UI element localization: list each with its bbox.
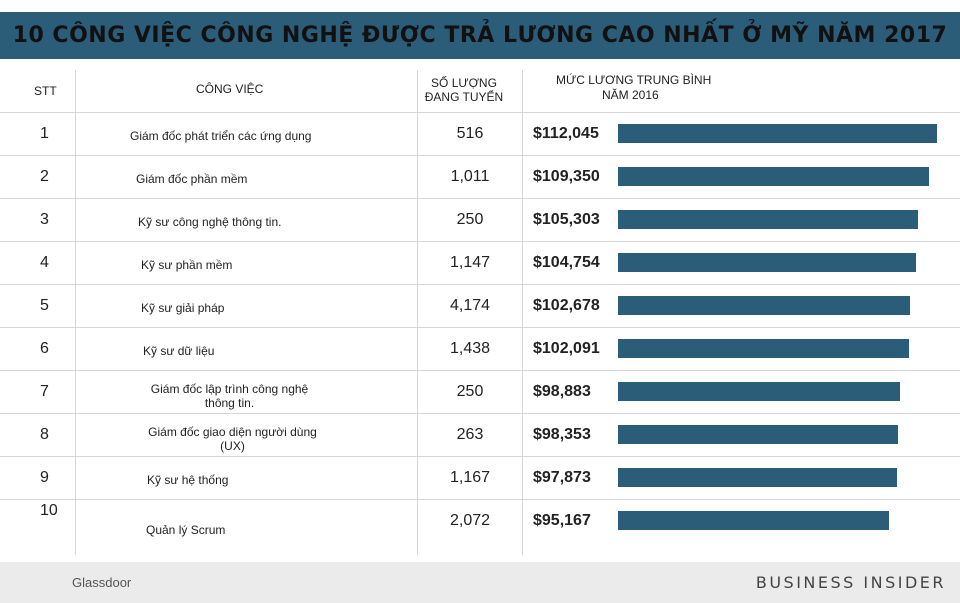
row-openings: 1,147 xyxy=(449,254,491,271)
salary-bar xyxy=(618,425,898,444)
row-job-title: Quản lý Scrum xyxy=(146,523,226,537)
title-bar: 10 CÔNG VIỆC CÔNG NGHỆ ĐƯỢC TRẢ LƯƠNG CA… xyxy=(0,12,960,59)
header-stt: STT xyxy=(34,84,57,98)
table-row: 1 Giám đốc phát triển các ứng dụng 516 $112… xyxy=(0,112,960,156)
row-rank: 9 xyxy=(40,469,49,486)
header-openings: SỐ LƯỢNG ĐANG TUYỂN xyxy=(420,76,508,104)
header-openings-line2: ĐANG TUYỂN xyxy=(424,90,504,104)
table-row: 6 Kỹ sư dữ liệu 1,438 $102,091 xyxy=(0,327,960,371)
row-openings: 2,072 xyxy=(449,512,491,529)
column-divider xyxy=(75,70,76,555)
row-job-title: Giám đốc phần mềm xyxy=(136,172,248,186)
table-row: 8 Giám đốc giao diện người dùng (UX) 263 $9… xyxy=(0,413,960,457)
row-job-title: Giám đốc phát triển các ứng dụng xyxy=(130,129,312,143)
header-salary: MỨC LƯƠNG TRUNG BÌNH NĂM 2016 xyxy=(556,73,756,103)
row-openings: 250 xyxy=(456,383,484,400)
salary-bar xyxy=(618,339,909,358)
table-row: 7 Giám đốc lập trình công nghệ thông tin.… xyxy=(0,370,960,414)
header-openings-line1: SỐ LƯỢNG xyxy=(431,76,497,90)
row-rank: 10 xyxy=(40,502,58,519)
table-row: 10 Quản lý Scrum 2,072 $95,167 xyxy=(0,499,960,543)
row-job-title: Giám đốc giao diện người dùng (UX) xyxy=(148,425,317,453)
row-rank: 4 xyxy=(40,254,49,271)
row-openings: 1,438 xyxy=(449,340,491,357)
salary-bar xyxy=(618,511,889,530)
chart-title: 10 CÔNG VIỆC CÔNG NGHỆ ĐƯỢC TRẢ LƯƠNG CA… xyxy=(12,23,948,48)
salary-bar xyxy=(618,296,910,315)
row-salary-label: $97,873 xyxy=(533,469,591,486)
row-openings: 250 xyxy=(456,211,484,228)
row-salary-label: $105,303 xyxy=(533,211,600,228)
header-salary-line1: MỨC LƯƠNG TRUNG BÌNH xyxy=(556,73,712,87)
row-rank: 3 xyxy=(40,211,49,228)
table-row: 9 Kỹ sư hệ thống 1,167 $97,873 xyxy=(0,456,960,500)
row-rank: 8 xyxy=(40,426,49,443)
row-job-title: Kỹ sư hệ thống xyxy=(147,473,229,487)
column-divider xyxy=(522,70,523,555)
row-openings: 1,167 xyxy=(449,469,491,486)
row-openings: 516 xyxy=(456,125,484,142)
row-salary-label: $102,091 xyxy=(533,340,600,357)
table-row: 3 Kỹ sư công nghệ thông tin. 250 $105,303 xyxy=(0,198,960,242)
row-salary-label: $112,045 xyxy=(533,125,599,142)
row-salary-label: $98,883 xyxy=(533,383,591,400)
table-row: 4 Kỹ sư phần mềm 1,147 $104,754 xyxy=(0,241,960,285)
footer: Glassdoor BUSINESS INSIDER xyxy=(0,562,960,603)
row-rank: 7 xyxy=(40,383,49,400)
row-salary-label: $109,350 xyxy=(533,168,600,185)
row-salary-label: $95,167 xyxy=(533,512,591,529)
table-row: 2 Giám đốc phần mềm 1,011 $109,350 xyxy=(0,155,960,199)
header-salary-line2: NĂM 2016 xyxy=(602,88,659,102)
row-rank: 5 xyxy=(40,297,49,314)
row-rank: 2 xyxy=(40,168,49,185)
brand-logo: BUSINESS INSIDER xyxy=(755,573,946,592)
row-job-title: Kỹ sư phần mềm xyxy=(141,258,233,272)
row-job-title: Kỹ sư giải pháp xyxy=(141,301,225,315)
salary-bar xyxy=(618,382,900,401)
row-job-title: Kỹ sư công nghệ thông tin. xyxy=(138,215,282,229)
salary-bar xyxy=(618,167,929,186)
row-salary-label: $102,678 xyxy=(533,297,600,314)
header-job: CÔNG VIỆC xyxy=(196,82,264,96)
table-row: 5 Kỹ sư giải pháp 4,174 $102,678 xyxy=(0,284,960,328)
salary-bar xyxy=(618,210,918,229)
row-openings: 4,174 xyxy=(449,297,491,314)
row-openings: 263 xyxy=(456,426,484,443)
row-salary-label: $104,754 xyxy=(533,254,600,271)
row-job-title: Giám đốc lập trình công nghệ thông tin. xyxy=(150,382,309,410)
salary-bar xyxy=(618,124,937,143)
row-salary-label: $98,353 xyxy=(533,426,591,443)
row-rank: 6 xyxy=(40,340,49,357)
source-label: Glassdoor xyxy=(72,575,132,590)
column-divider xyxy=(417,70,418,555)
row-job-title: Kỹ sư dữ liệu xyxy=(143,344,215,358)
salary-bar xyxy=(618,253,916,272)
row-openings: 1,011 xyxy=(450,168,490,185)
row-rank: 1 xyxy=(40,125,49,142)
salary-bar xyxy=(618,468,897,487)
